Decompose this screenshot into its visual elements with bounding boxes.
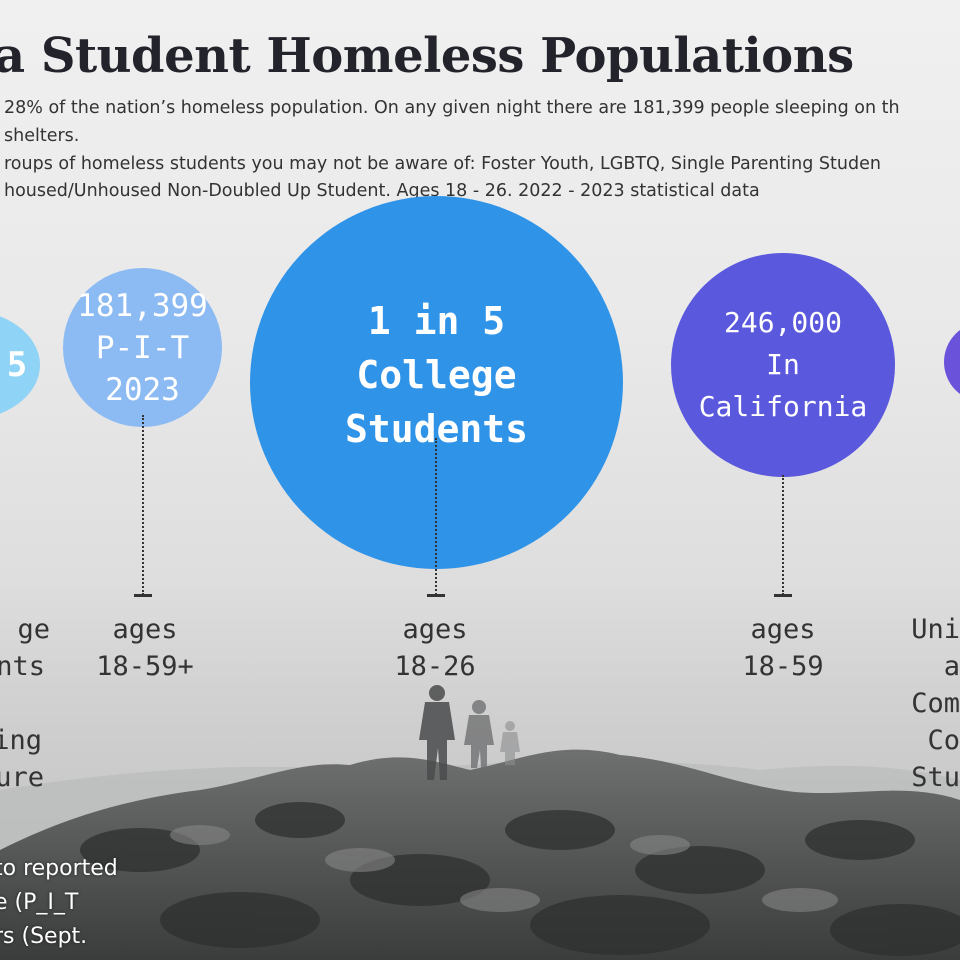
- page-title: a Student Homeless Populations: [0, 28, 854, 84]
- intro-line-4: housed/Unhoused Non-Doubled Up Student. …: [4, 181, 760, 201]
- label-5: Uni a Com Co Stu: [880, 611, 960, 796]
- stat-circle-1-line-1: 5: [6, 345, 28, 385]
- stem-2: [142, 415, 144, 595]
- label-5-line-5: Stu: [911, 762, 960, 793]
- label-1-line-4: ing: [0, 725, 42, 756]
- label-5-line-3: Com: [911, 688, 960, 719]
- label-2-line-1: ages: [112, 614, 178, 645]
- label-3-line-1: ages: [402, 614, 468, 645]
- label-2-line-2: 18-59+: [96, 651, 194, 682]
- label-2: ages 18-59+: [70, 611, 220, 685]
- label-1: ge nts ing ure: [0, 611, 50, 796]
- footnote-line-2: e (P_I_T: [0, 890, 79, 915]
- intro-line-3: roups of homeless students you may not b…: [4, 154, 881, 174]
- stem-4: [782, 475, 784, 595]
- stem-3: [435, 438, 437, 595]
- stat-circle-2-line-2: P-I-T: [95, 329, 190, 366]
- label-4-line-1: ages: [750, 614, 816, 645]
- label-5-line-1: Uni: [911, 614, 960, 645]
- label-1-line-3: [0, 685, 50, 722]
- label-1-line-1: ge: [17, 614, 50, 645]
- footnote-line-1: to reported: [0, 856, 118, 881]
- stem-cap-3: [427, 594, 445, 597]
- label-5-line-2: a: [943, 651, 960, 682]
- stat-circle-4-line-3: California: [698, 390, 868, 423]
- label-5-line-4: Co: [927, 725, 960, 756]
- stat-circle-2-line-1: 181,399: [77, 287, 208, 324]
- footnote-line-3: rs (Sept.: [0, 924, 88, 949]
- label-1-line-5: ure: [0, 762, 44, 793]
- stat-circle-4-line-1: 246,000: [723, 306, 842, 339]
- label-4-line-2: 18-59: [742, 651, 824, 682]
- stat-circle-3-line-2: College: [356, 352, 517, 397]
- stat-circle-4: 246,000 In California: [671, 253, 895, 477]
- label-3-line-2: 18-26: [394, 651, 476, 682]
- stat-circle-2: 181,399 P-I-T 2023: [63, 268, 222, 427]
- intro-line-2: shelters.: [4, 126, 80, 146]
- label-1-line-2: nts: [0, 651, 45, 682]
- label-4: ages 18-59: [708, 611, 858, 685]
- intro-line-1: 28% of the nation’s homeless population.…: [4, 98, 900, 118]
- stat-circle-3-line-1: 1 in 5: [367, 298, 506, 343]
- stem-cap-2: [134, 594, 152, 597]
- stat-circle-4-line-2: In: [766, 348, 800, 381]
- label-3: ages 18-26: [360, 611, 510, 685]
- stat-circle-2-line-3: 2023: [105, 371, 180, 408]
- stem-cap-4: [774, 594, 792, 597]
